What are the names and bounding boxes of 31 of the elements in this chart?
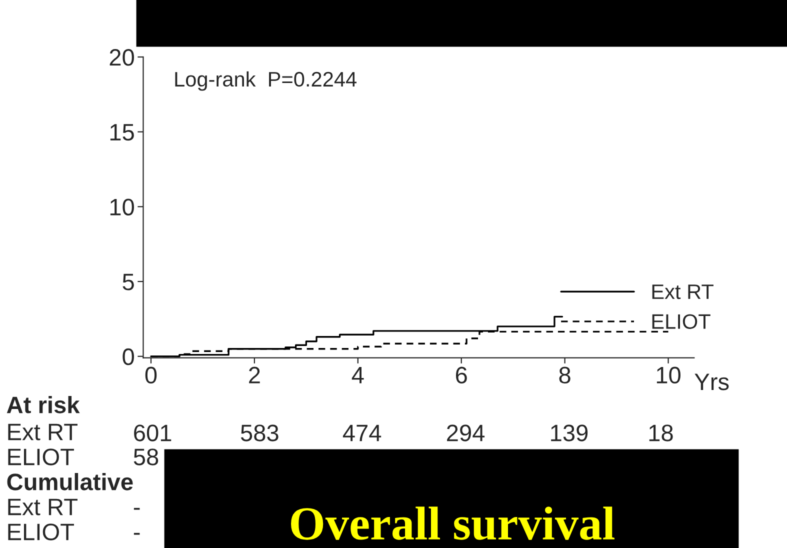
text: 18 — [649, 424, 673, 442]
y-tick-label: 15 — [110, 124, 134, 141]
y-tick-label: 20 — [110, 49, 134, 66]
text: 474 — [342, 424, 382, 442]
text: ELIOT — [8, 448, 74, 466]
x-tick-label: 10 — [656, 366, 680, 384]
text: Overall survival — [291, 506, 614, 540]
text: Ext RT — [8, 498, 78, 516]
text: - — [134, 508, 140, 510]
annotation: Log-rank P=0.2244 — [175, 71, 357, 91]
y-tick-label: 10 — [110, 198, 134, 216]
text: - — [134, 532, 140, 535]
text: 294 — [447, 424, 485, 442]
y-tick-label: 5 — [122, 274, 134, 290]
text: 601 — [134, 424, 172, 442]
legend-label: ELIOT — [652, 314, 710, 329]
x-tick-label: 6 — [456, 366, 467, 384]
text: 583 — [240, 424, 278, 442]
text: Cumulative — [7, 472, 133, 490]
x-tick-label: 0 — [145, 366, 157, 384]
y-tick-label: 0 — [122, 348, 134, 366]
x-tick-label: 4 — [352, 367, 364, 384]
text: 58 — [134, 448, 158, 466]
legend-label: Ext RT — [652, 284, 714, 300]
text: 139 — [551, 424, 588, 442]
x-tick-label: 8 — [559, 366, 570, 384]
text: At risk — [6, 396, 80, 414]
text: ELIOT — [8, 524, 74, 540]
text: Ext RT — [8, 424, 78, 440]
x-tick-label: 2 — [249, 366, 260, 384]
x-axis-title: Yrs — [694, 374, 729, 390]
